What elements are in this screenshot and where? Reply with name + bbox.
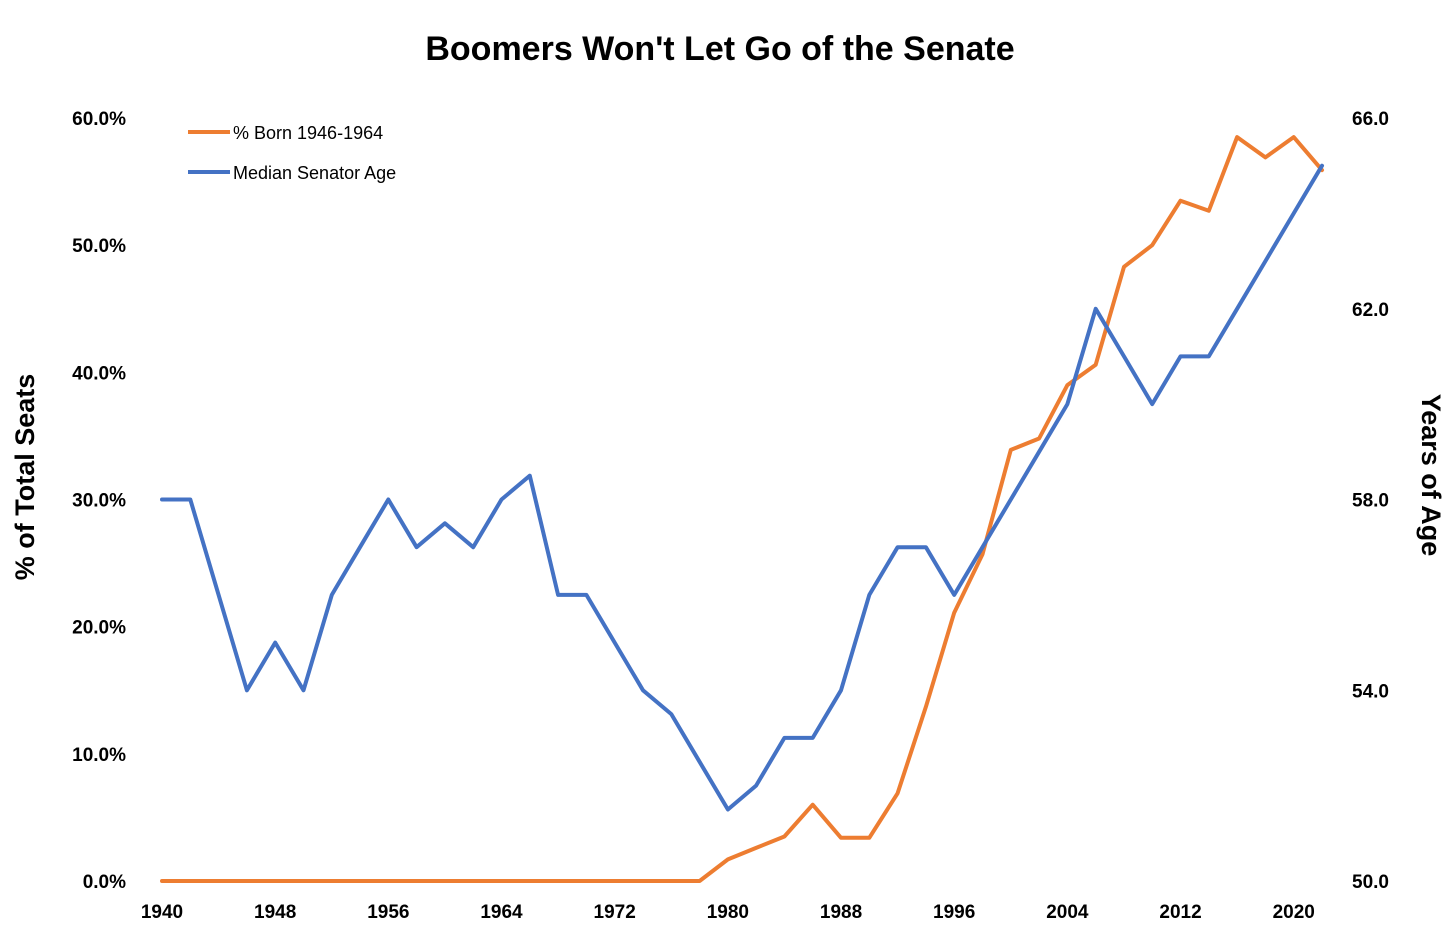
y-tick-label: 40.0% (72, 363, 126, 384)
y-tick-label: 0.0% (83, 872, 126, 893)
x-tick-label: 2004 (1046, 902, 1089, 923)
y2-tick-label: 50.0 (1352, 872, 1389, 893)
right-axis-ticks: 50.0 54.0 58.0 62.0 66.0 (1352, 109, 1389, 893)
series-line-born-1946-1964 (160, 135, 1324, 883)
series-line-median-senator-age (160, 163, 1324, 812)
y2-tick-label: 58.0 (1352, 491, 1389, 512)
x-tick-label: 2020 (1273, 902, 1315, 923)
legend-label-age: Median Senator Age (233, 163, 396, 183)
x-tick-label: 1996 (933, 902, 975, 923)
y2-tick-label: 54.0 (1352, 681, 1389, 702)
y-tick-label: 30.0% (72, 491, 126, 512)
series-layer (160, 135, 1324, 883)
x-tick-label: 1948 (254, 902, 296, 923)
chart-title: Boomers Won't Let Go of the Senate (425, 30, 1014, 68)
legend: % Born 1946-1964 Median Senator Age (188, 123, 396, 183)
x-tick-label: 1940 (141, 902, 183, 923)
y-tick-label: 10.0% (72, 745, 126, 766)
y-tick-label: 60.0% (72, 109, 126, 130)
y-tick-label: 50.0% (72, 236, 126, 257)
y2-tick-label: 62.0 (1352, 300, 1389, 321)
right-axis-label: Years of Age (1416, 394, 1446, 557)
legend-label-born: % Born 1946-1964 (233, 123, 383, 143)
x-tick-label: 1964 (480, 902, 523, 923)
x-tick-label: 1972 (594, 902, 636, 923)
x-tick-label: 1988 (820, 902, 862, 923)
x-tick-label: 1980 (707, 902, 749, 923)
x-axis-ticks: 1940 1948 1956 1964 1972 1980 1988 1996 2004 2012… (141, 902, 1315, 923)
x-tick-label: 1956 (367, 902, 409, 923)
left-axis-label: % of Total Seats (10, 374, 40, 581)
y-tick-label: 20.0% (72, 618, 126, 639)
left-axis-ticks: 0.0% 10.0% 20.0% 30.0% 40.0% 50.0% 60.0% (72, 109, 126, 893)
y2-tick-label: 66.0 (1352, 109, 1389, 130)
x-tick-label: 2012 (1159, 902, 1201, 923)
